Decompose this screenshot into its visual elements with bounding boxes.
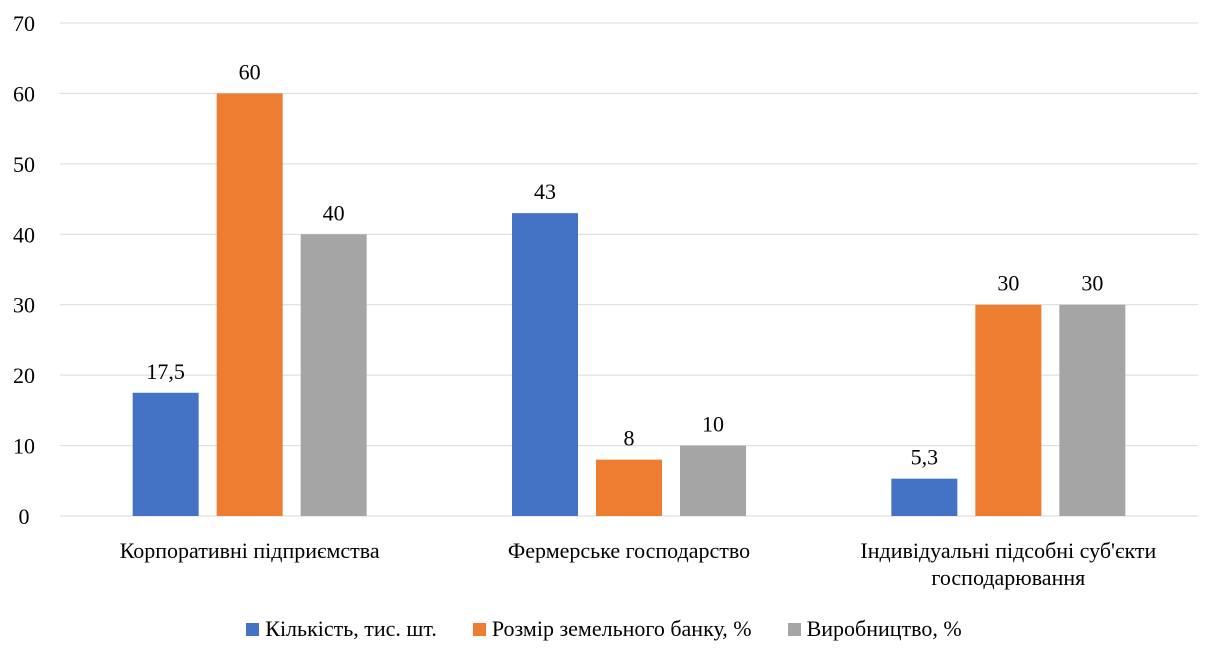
bar [680, 445, 746, 516]
data-label: 30 [997, 271, 1019, 296]
bar-chart: 0 10 20 30 40 50 60 70 17,5 60 40 Корпоративні підп… [13, 11, 1198, 590]
legend-label-count: Кількість, тис. шт. [265, 616, 437, 641]
y-tick-label: 50 [13, 152, 35, 177]
legend-label-land-bank: Розмір земельного банку, % [491, 616, 752, 641]
category-label: господарювання [931, 565, 1085, 590]
bar [300, 234, 367, 517]
y-tick-label: 40 [13, 222, 35, 247]
y-tick-label: 70 [13, 11, 35, 36]
legend-swatch-count [246, 622, 260, 636]
data-label: 43 [534, 179, 556, 204]
bar [1059, 304, 1126, 516]
y-tick-label: 20 [13, 363, 35, 388]
data-label: 10 [702, 412, 724, 437]
legend-label-production: Виробництво, % [806, 616, 962, 641]
y-tick-label: 30 [13, 293, 35, 318]
bar [596, 459, 662, 516]
legend-item-production: Виробництво, % [787, 616, 962, 642]
bar [512, 213, 578, 516]
y-tick-label: 0 [19, 504, 30, 529]
legend: Кількість, тис. шт. Розмір земельного ба… [0, 616, 1208, 642]
data-label: 40 [323, 200, 345, 225]
bar [132, 392, 199, 516]
bar [975, 304, 1042, 516]
legend-swatch-land-bank [472, 622, 486, 636]
legend-item-count: Кількість, тис. шт. [246, 616, 437, 642]
category-label: Корпоративні підприємства [120, 538, 380, 563]
data-label: 30 [1081, 271, 1103, 296]
y-tick-label: 60 [13, 81, 35, 106]
legend-item-land-bank: Розмір земельного банку, % [472, 616, 752, 642]
data-label: 60 [239, 59, 261, 84]
bar [216, 93, 283, 516]
y-tick-label: 10 [13, 434, 35, 459]
data-label: 5,3 [911, 445, 939, 470]
category-label: Індивідуальні підсобні суб'єкти [860, 538, 1156, 563]
category-label: Фермерське господарство [508, 538, 750, 563]
data-label: 17,5 [146, 359, 185, 384]
data-label: 8 [624, 426, 635, 451]
bar [891, 478, 958, 516]
legend-swatch-production [787, 622, 801, 636]
